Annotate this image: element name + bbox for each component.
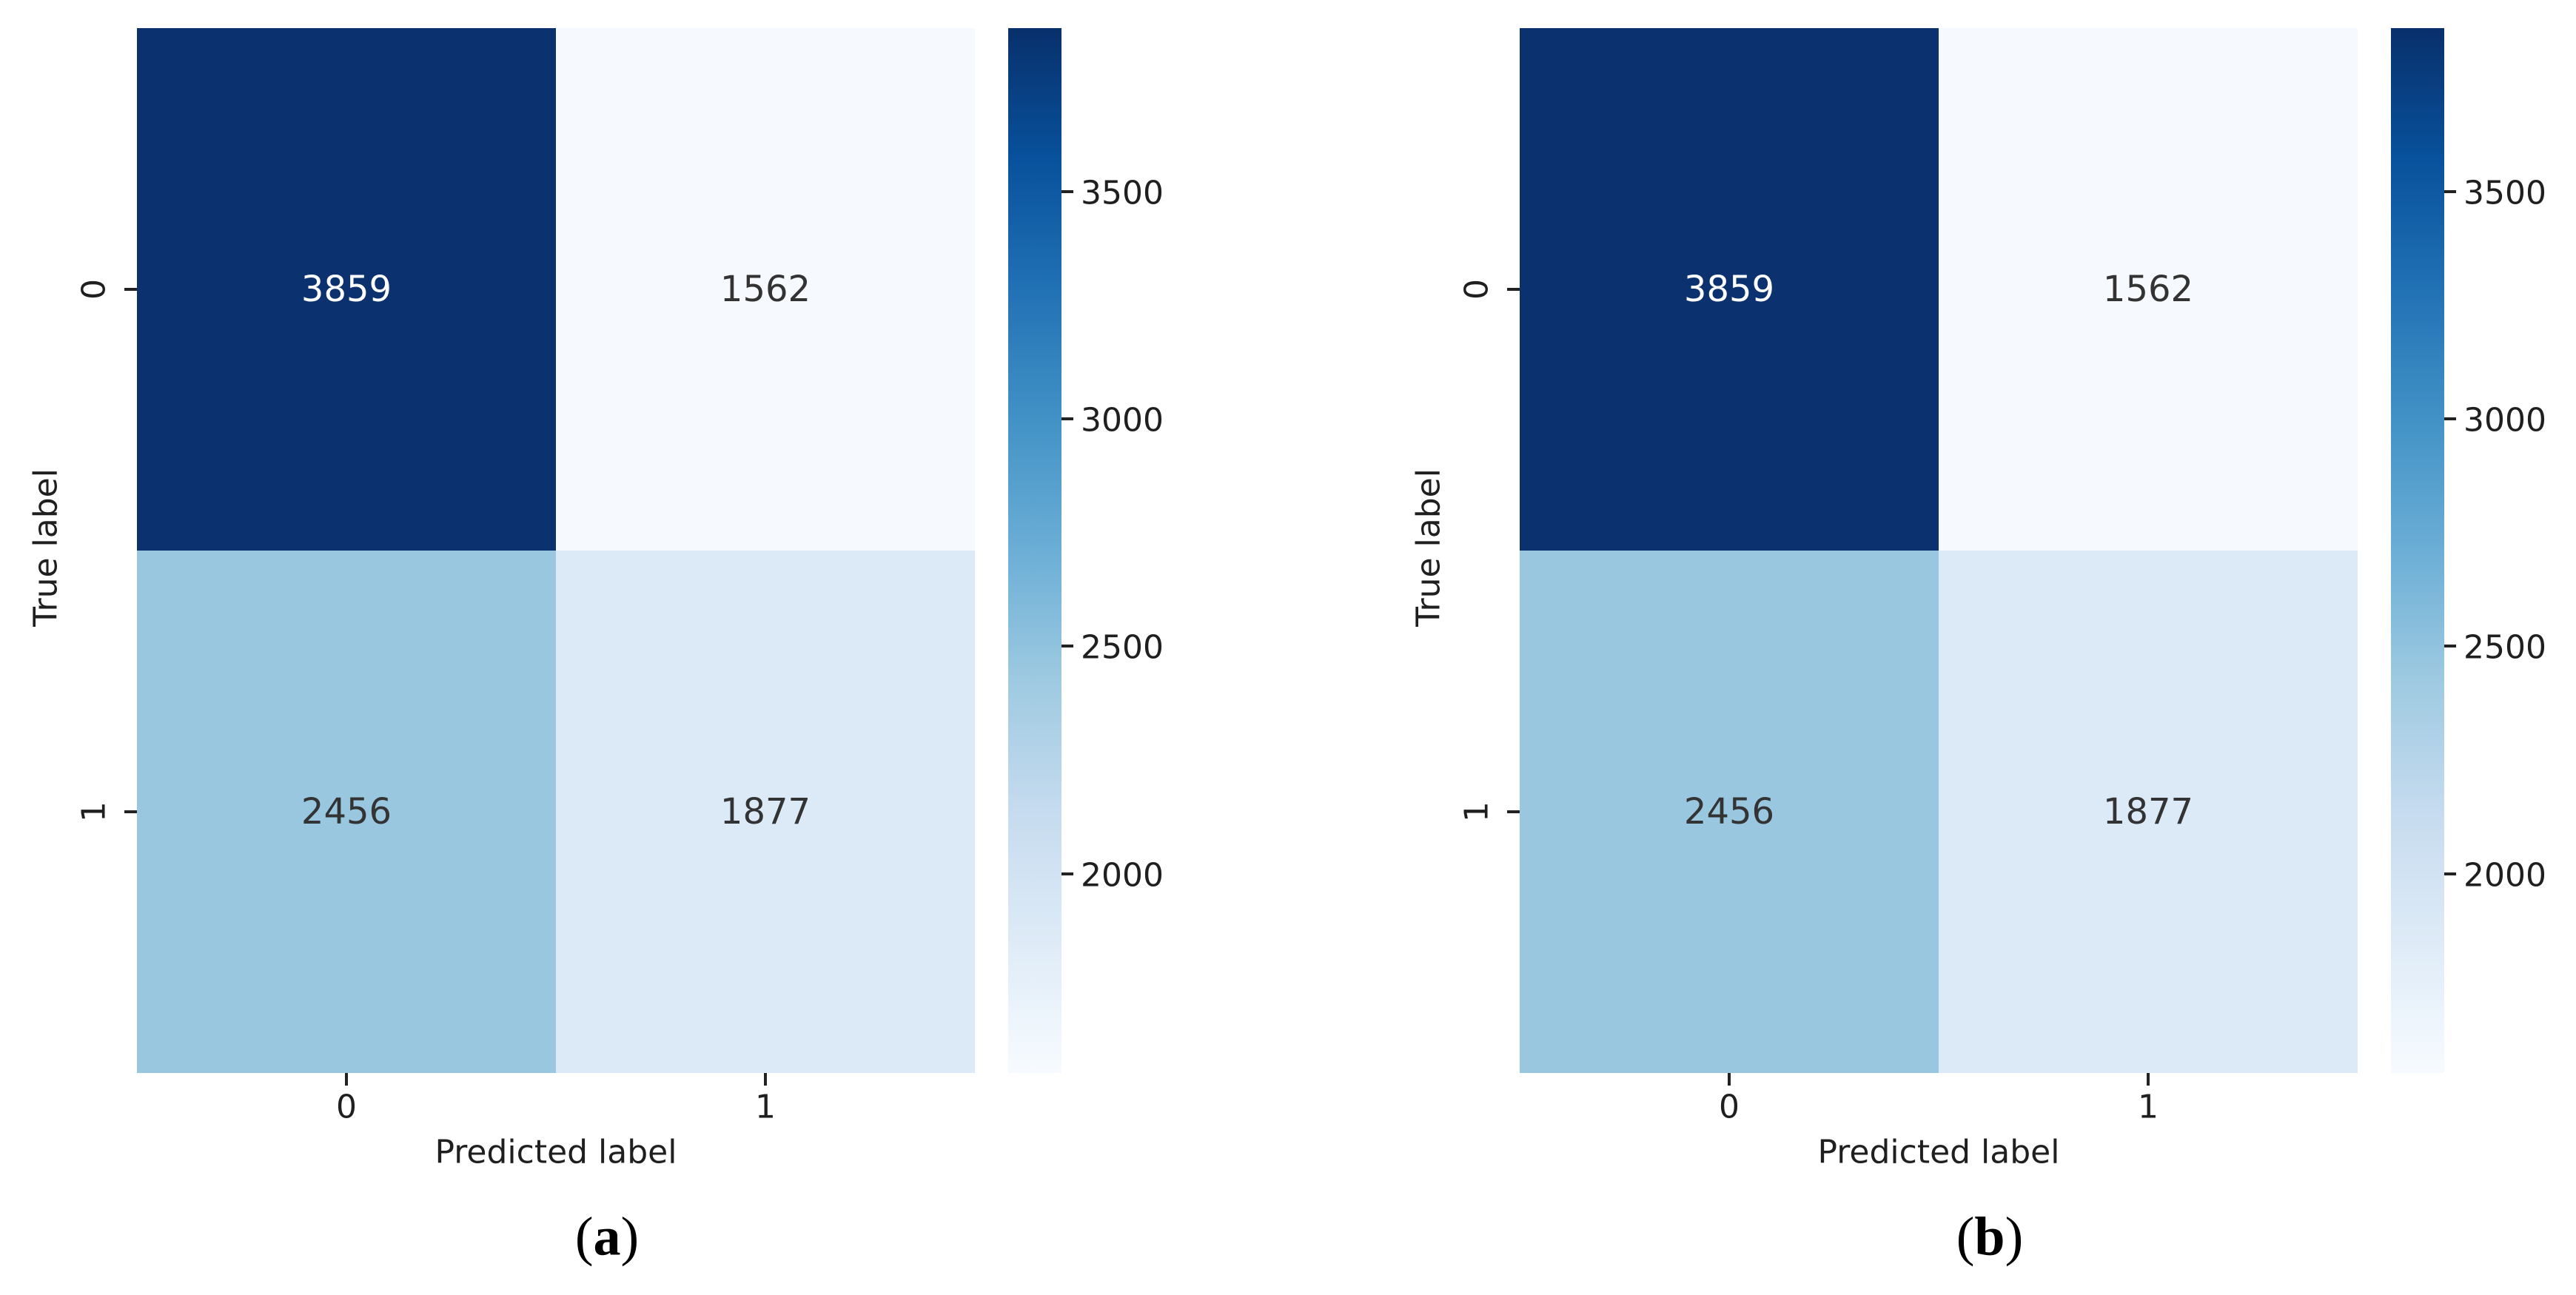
panel-b: True label 0 1 3859 1562 2456 1877 0 1 P…	[1288, 0, 2576, 1295]
colorbar-tick-label: 3500	[1081, 174, 1164, 212]
colorbar-tick-mark	[1061, 872, 1073, 875]
caption-letter: b	[1974, 1206, 2005, 1268]
heatmap-cell: 2456	[1520, 551, 1939, 1073]
x-axis-label: Predicted label	[1817, 1133, 2060, 1171]
colorbar	[2391, 28, 2444, 1073]
caption-open-paren: (	[574, 1206, 594, 1268]
colorbar-tick-mark	[2444, 645, 2456, 648]
colorbar-tick-label: 3500	[2463, 174, 2546, 212]
caption-open-paren: (	[1956, 1206, 1975, 1268]
x-axis-label: Predicted label	[435, 1133, 677, 1171]
y-tick-mark	[1507, 810, 1520, 813]
caption-close-paren: )	[620, 1206, 640, 1268]
y-tick-label: 0	[75, 279, 113, 300]
heatmap-cell: 3859	[137, 28, 556, 551]
colorbar-tick-mark	[2444, 417, 2456, 420]
heatmap-cell: 1877	[1939, 551, 2358, 1073]
plot-group-b: True label 0 1 3859 1562 2456 1877 0 1 P…	[1383, 0, 2576, 1295]
y-tick-label: 1	[1458, 801, 1496, 822]
colorbar-tick-mark	[2444, 872, 2456, 875]
confusion-matrix-heatmap: 3859 1562 2456 1877	[137, 28, 975, 1073]
y-tick-label: 0	[1458, 279, 1496, 300]
x-tick-label: 1	[2138, 1088, 2159, 1126]
y-tick-mark	[124, 810, 137, 813]
x-tick-mark	[764, 1073, 767, 1086]
panel-caption: (b)	[1956, 1206, 2023, 1269]
colorbar-tick-label: 2500	[1081, 628, 1164, 667]
colorbar-tick-label: 2000	[2463, 856, 2546, 895]
y-tick-label: 1	[75, 801, 113, 822]
heatmap-cell: 1562	[556, 28, 975, 551]
colorbar-tick-label: 2000	[1081, 856, 1164, 895]
y-tick-mark	[1507, 288, 1520, 291]
y-tick-mark	[124, 288, 137, 291]
confusion-matrix-heatmap: 3859 1562 2456 1877	[1520, 28, 2358, 1073]
heatmap-cell: 1562	[1939, 28, 2358, 551]
colorbar-tick-label: 3000	[2463, 401, 2546, 440]
heatmap-cell: 2456	[137, 551, 556, 1073]
panel-a: True label 0 1 3859 1562 2456 1877 0 1 P…	[0, 0, 1193, 1295]
colorbar-tick-label: 3000	[1081, 401, 1164, 440]
y-axis-label: True label	[1409, 468, 1448, 627]
panel-caption: (a)	[575, 1206, 639, 1269]
x-tick-mark	[1728, 1073, 1731, 1086]
x-tick-mark	[2147, 1073, 2150, 1086]
y-axis-label: True label	[27, 468, 65, 627]
colorbar-tick-mark	[1061, 417, 1073, 420]
x-tick-label: 1	[755, 1088, 776, 1126]
x-tick-label: 0	[1719, 1088, 1740, 1126]
colorbar	[1008, 28, 1061, 1073]
caption-letter: a	[593, 1206, 621, 1268]
heatmap-cell: 1877	[556, 551, 975, 1073]
x-tick-mark	[345, 1073, 348, 1086]
colorbar-tick-mark	[1061, 190, 1073, 193]
caption-close-paren: )	[2005, 1206, 2024, 1268]
x-tick-label: 0	[336, 1088, 357, 1126]
colorbar-tick-mark	[2444, 190, 2456, 193]
colorbar-tick-label: 2500	[2463, 628, 2546, 667]
heatmap-cell: 3859	[1520, 28, 1939, 551]
colorbar-tick-mark	[1061, 645, 1073, 648]
plot-group-a: True label 0 1 3859 1562 2456 1877 0 1 P…	[0, 0, 1193, 1295]
